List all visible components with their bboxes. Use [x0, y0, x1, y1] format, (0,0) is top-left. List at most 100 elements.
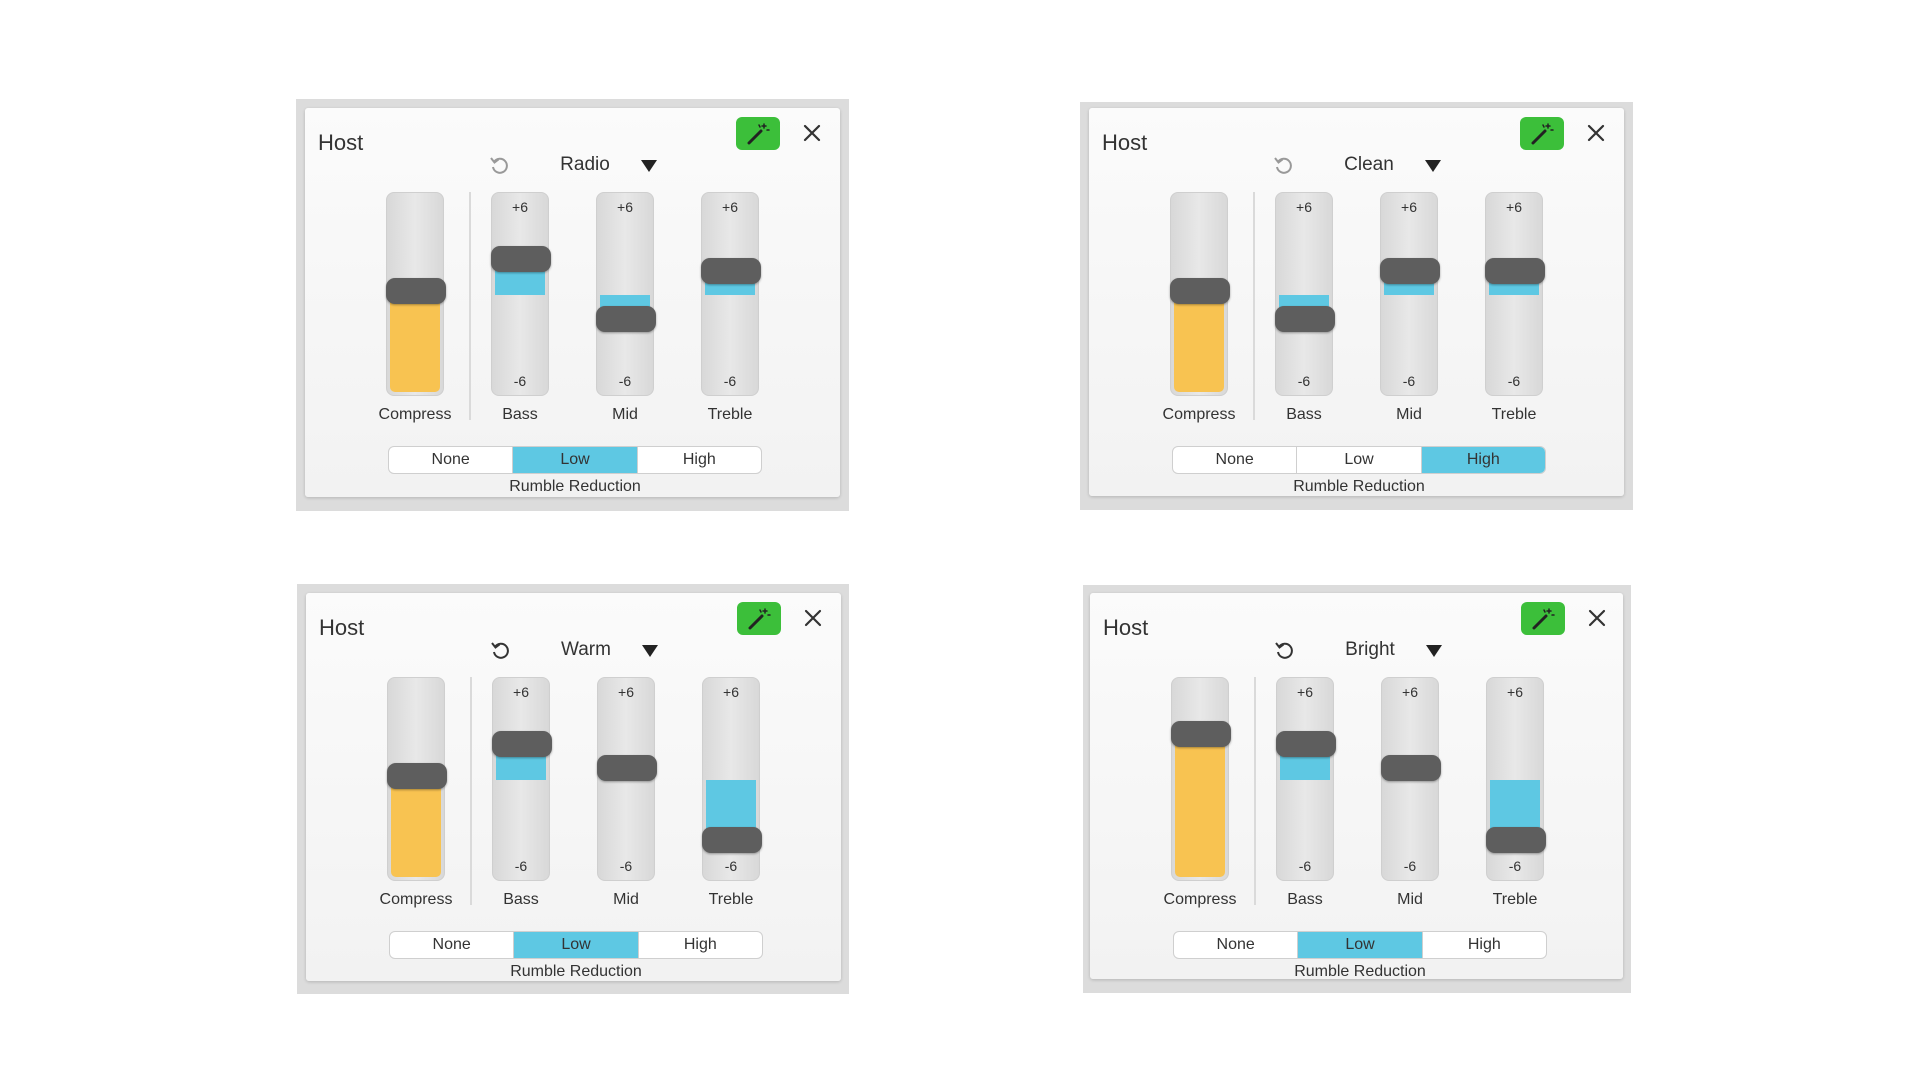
treble-knob[interactable]: [1486, 827, 1546, 853]
mid-label: Mid: [613, 891, 639, 908]
compress-label: Compress: [379, 891, 453, 908]
bass-label: Bass: [502, 406, 538, 423]
reset-icon[interactable]: [488, 154, 510, 176]
close-button[interactable]: [1582, 119, 1610, 147]
scale-max-label: +6: [512, 199, 528, 215]
reset-icon[interactable]: [1272, 154, 1294, 176]
bass-knob[interactable]: [491, 246, 551, 272]
magic-wand-button[interactable]: [736, 117, 780, 150]
mid-knob[interactable]: [596, 306, 656, 332]
bass-knob[interactable]: [492, 731, 552, 757]
preset-select[interactable]: Clean: [1344, 154, 1394, 175]
scale-max-label: +6: [1296, 199, 1312, 215]
compress-slider[interactable]: [387, 677, 447, 881]
compress-slider[interactable]: [1171, 677, 1231, 881]
bass-slider[interactable]: +6 -6: [1275, 192, 1335, 396]
rumble-option-none[interactable]: None: [432, 936, 471, 953]
scale-min-label: -6: [724, 858, 738, 874]
chevron-down-icon[interactable]: [642, 645, 658, 657]
scale-min-label: -6: [1297, 373, 1311, 389]
treble-slider[interactable]: +6 -6: [1486, 677, 1546, 881]
bass-label: Bass: [503, 891, 539, 908]
rumble-option-none[interactable]: None: [431, 451, 470, 468]
compress-knob[interactable]: [387, 763, 447, 790]
rumble-option-high[interactable]: High: [636, 447, 761, 473]
compress-slider[interactable]: [1170, 192, 1230, 396]
bass-slider[interactable]: +6 -6: [1276, 677, 1336, 881]
rumble-option-none[interactable]: None: [1216, 936, 1255, 953]
close-button[interactable]: [799, 604, 827, 632]
compress-label: Compress: [1163, 891, 1237, 908]
compress-fill: [1174, 291, 1224, 392]
bass-label: Bass: [1286, 406, 1322, 423]
magic-wand-button[interactable]: [737, 602, 781, 635]
scale-max-label: +6: [1402, 684, 1418, 700]
rumble-option-low[interactable]: Low: [512, 447, 637, 473]
scale-max-label: +6: [1506, 199, 1522, 215]
mid-knob[interactable]: [1381, 755, 1441, 781]
divider: [1253, 192, 1255, 420]
close-button[interactable]: [798, 119, 826, 147]
compress-fill: [1175, 734, 1225, 877]
compress-knob[interactable]: [1170, 278, 1230, 305]
rumble-option-high[interactable]: High: [1420, 447, 1545, 473]
chevron-down-icon[interactable]: [641, 160, 657, 172]
scale-max-label: +6: [1401, 199, 1417, 215]
treble-slider[interactable]: +6 -6: [1485, 192, 1545, 396]
rumble-option-low[interactable]: Low: [1297, 932, 1422, 958]
preset-select[interactable]: Radio: [560, 154, 610, 175]
preset-select[interactable]: Warm: [561, 639, 611, 660]
host-panel-4: Host Bright +6 -6 +6 -6 +6: [1083, 585, 1631, 993]
mid-knob[interactable]: [1380, 258, 1440, 284]
reset-icon[interactable]: [489, 639, 511, 661]
chevron-down-icon[interactable]: [1425, 160, 1441, 172]
magic-wand-button[interactable]: [1520, 117, 1564, 150]
mid-slider[interactable]: +6 -6: [1380, 192, 1440, 396]
rumble-option-low[interactable]: Low: [513, 932, 638, 958]
magic-wand-icon: [747, 123, 770, 145]
treble-label: Treble: [1492, 891, 1538, 908]
scale-min-label: -6: [514, 858, 528, 874]
mid-slider[interactable]: +6 -6: [1381, 677, 1441, 881]
scale-max-label: +6: [1297, 684, 1313, 700]
bass-knob[interactable]: [1275, 306, 1335, 332]
compress-slider[interactable]: [386, 192, 446, 396]
rumble-segmented-control: None Low High: [1172, 446, 1546, 474]
rumble-option-low[interactable]: Low: [1296, 447, 1420, 473]
magic-wand-button[interactable]: [1521, 602, 1565, 635]
panel-body: Host Radio +6 -6 +6 -6 +6: [305, 108, 840, 497]
chevron-down-icon[interactable]: [1426, 645, 1442, 657]
treble-slider[interactable]: +6 -6: [701, 192, 761, 396]
scale-min-label: -6: [723, 373, 737, 389]
compress-knob[interactable]: [1171, 721, 1231, 748]
scale-min-label: -6: [618, 373, 632, 389]
rumble-caption: Rumble Reduction: [509, 478, 641, 495]
reset-icon[interactable]: [1273, 639, 1295, 661]
treble-knob[interactable]: [702, 827, 762, 853]
bass-slider[interactable]: +6 -6: [491, 192, 551, 396]
bass-slider[interactable]: +6 -6: [492, 677, 552, 881]
compress-knob[interactable]: [386, 278, 446, 305]
scale-min-label: -6: [1508, 858, 1522, 874]
rumble-caption: Rumble Reduction: [1294, 963, 1426, 980]
panel-body: Host Bright +6 -6 +6 -6 +6: [1090, 593, 1623, 980]
scale-max-label: +6: [1507, 684, 1523, 700]
rumble-option-none[interactable]: None: [1215, 451, 1254, 468]
close-button[interactable]: [1583, 604, 1611, 632]
mid-slider[interactable]: +6 -6: [596, 192, 656, 396]
rumble-option-high[interactable]: High: [1421, 932, 1546, 958]
rumble-caption: Rumble Reduction: [510, 963, 642, 980]
mid-knob[interactable]: [597, 755, 657, 781]
mid-slider[interactable]: +6 -6: [597, 677, 657, 881]
scale-max-label: +6: [513, 684, 529, 700]
panel-body: Host Warm +6 -6 +6 -6 +6: [306, 593, 841, 981]
magic-wand-icon: [748, 608, 771, 630]
treble-knob[interactable]: [1485, 258, 1545, 284]
treble-slider[interactable]: +6 -6: [702, 677, 762, 881]
treble-knob[interactable]: [701, 258, 761, 284]
magic-wand-icon: [1531, 123, 1554, 145]
preset-select[interactable]: Bright: [1345, 639, 1395, 660]
rumble-option-high[interactable]: High: [637, 932, 762, 958]
bass-knob[interactable]: [1276, 731, 1336, 757]
mid-label: Mid: [1396, 406, 1422, 423]
